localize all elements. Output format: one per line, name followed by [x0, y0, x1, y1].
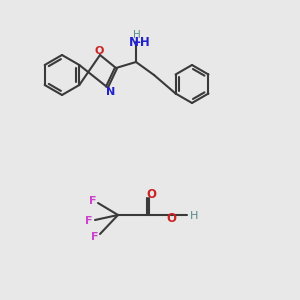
Text: O: O — [94, 46, 104, 56]
Text: O: O — [146, 188, 156, 202]
Text: F: F — [89, 196, 97, 206]
Text: O: O — [166, 212, 176, 224]
Text: F: F — [85, 216, 93, 226]
Text: N: N — [106, 87, 116, 97]
Text: F: F — [91, 232, 99, 242]
Text: H: H — [190, 211, 198, 221]
Text: -H: -H — [136, 37, 150, 50]
Text: H: H — [133, 30, 141, 40]
Text: N: N — [129, 37, 139, 50]
